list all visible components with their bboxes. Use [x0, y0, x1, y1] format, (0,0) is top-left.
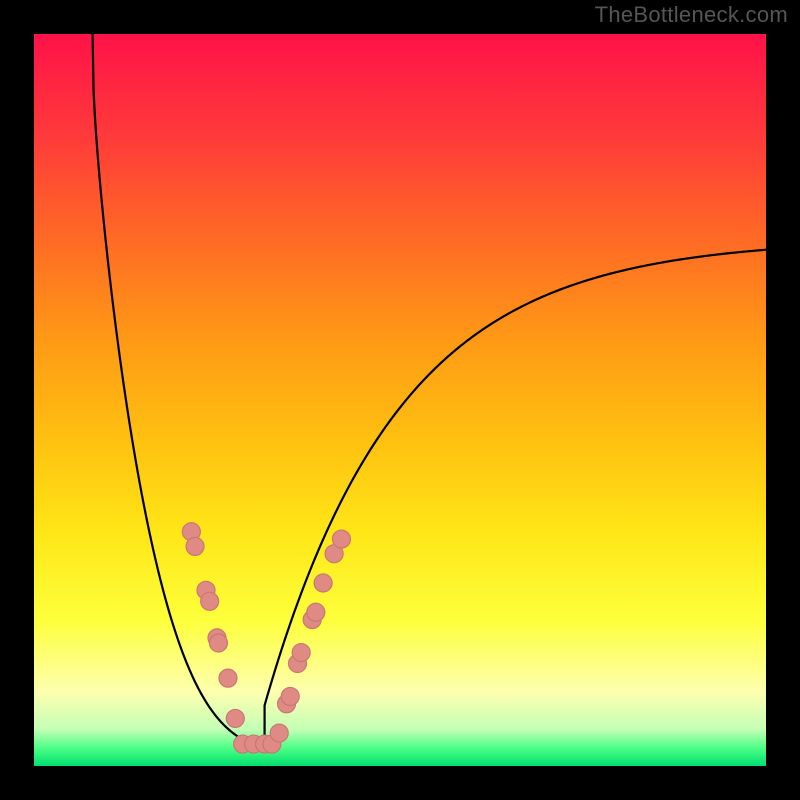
- data-marker: [307, 603, 325, 621]
- data-marker: [314, 574, 332, 592]
- chart-svg: [0, 0, 800, 800]
- data-marker: [209, 634, 227, 652]
- data-marker: [292, 644, 310, 662]
- chart-root: TheBottleneck.com: [0, 0, 800, 800]
- watermark-text: TheBottleneck.com: [595, 2, 788, 28]
- data-marker: [226, 709, 244, 727]
- data-marker: [270, 724, 288, 742]
- data-marker: [219, 669, 237, 687]
- plot-background: [34, 34, 766, 766]
- data-marker: [281, 687, 299, 705]
- data-marker: [332, 530, 350, 548]
- data-marker: [186, 537, 204, 555]
- data-marker: [201, 592, 219, 610]
